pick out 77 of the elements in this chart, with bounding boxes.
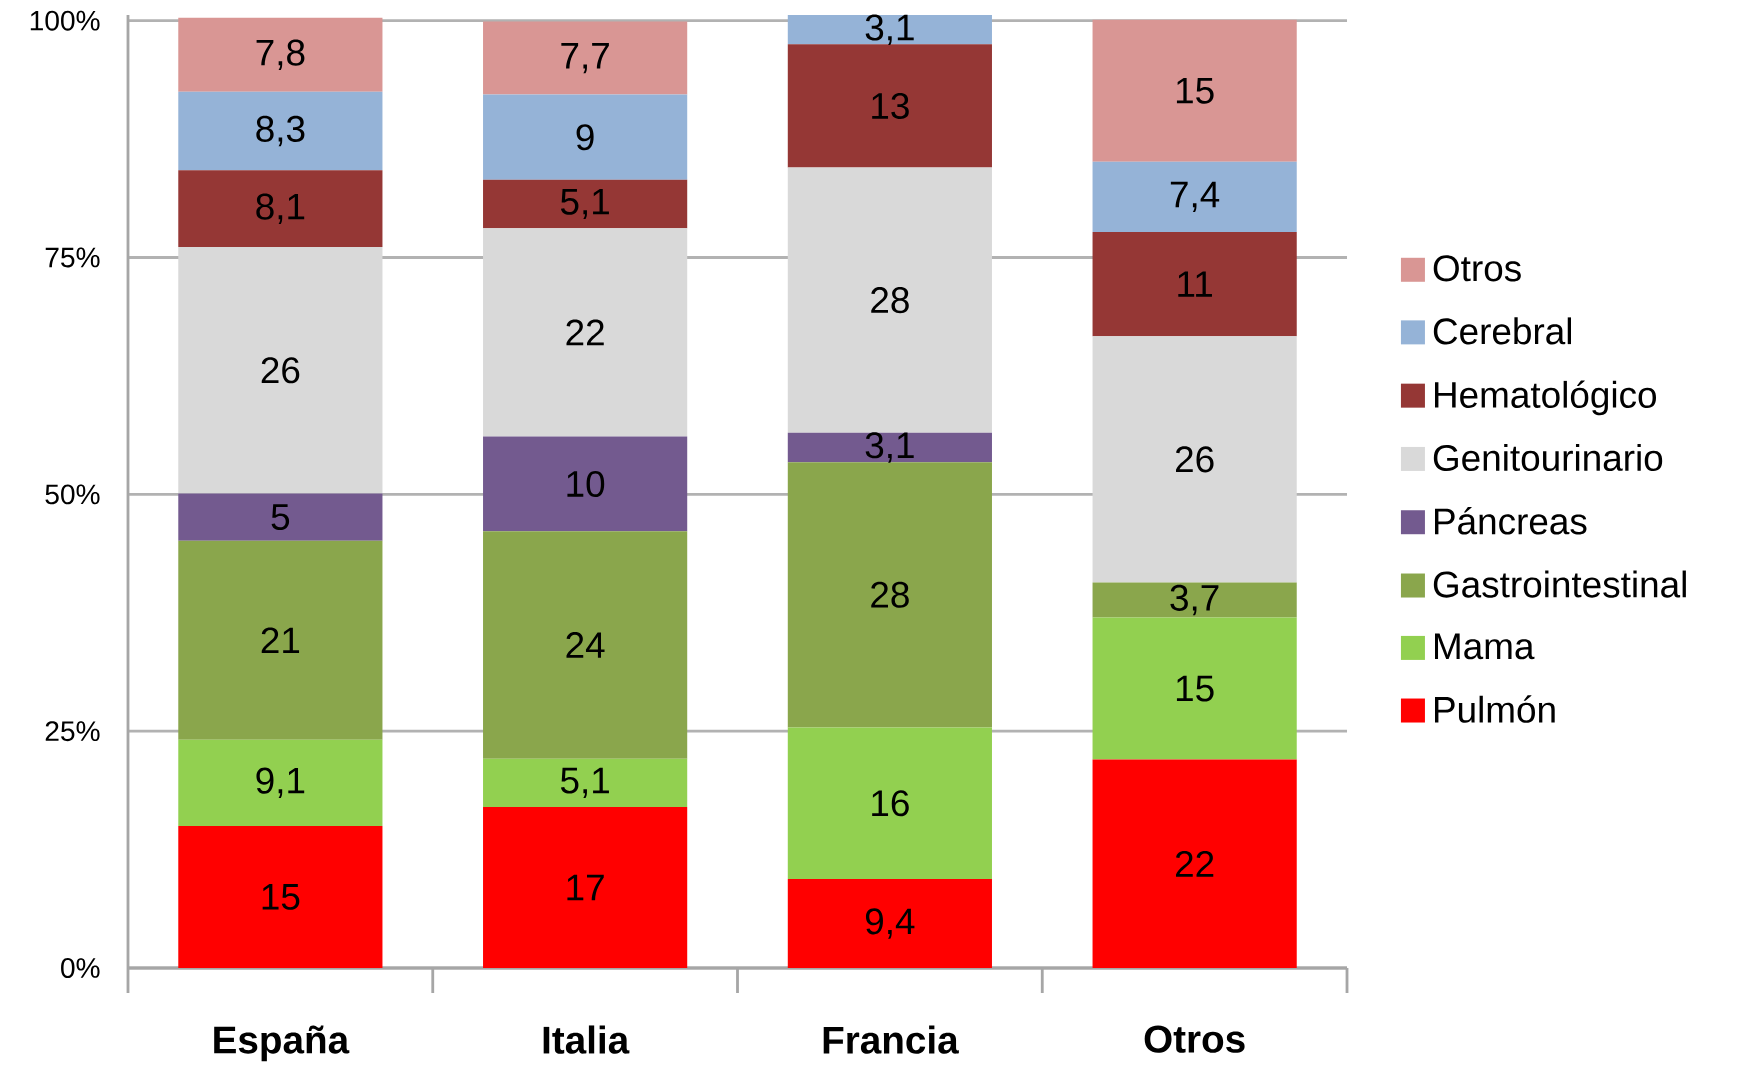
bar (787, 432, 992, 463)
bar (1092, 617, 1297, 760)
bar (787, 462, 992, 728)
data-label: 22 (566, 319, 604, 346)
legend-label: Pulmón (1435, 695, 1555, 723)
legend-label: Mama (1435, 633, 1535, 660)
data-label: 7,4 (1170, 181, 1220, 212)
y-tick-label: 0% (61, 958, 100, 978)
bar (1092, 336, 1297, 583)
bar (787, 167, 992, 433)
data-label: 26 (261, 357, 300, 384)
data-label: 15 (262, 884, 300, 910)
data-label: 16 (872, 790, 909, 817)
bar (178, 540, 383, 740)
data-label: 5 (271, 504, 290, 530)
bar (1092, 582, 1297, 618)
data-label: 21 (261, 627, 300, 654)
data-label: 3,7 (1170, 584, 1219, 616)
bar (483, 228, 688, 437)
legend-label: Hematológico (1435, 380, 1657, 416)
y-tick-label: 75% (45, 247, 100, 268)
data-label: 10 (567, 470, 605, 498)
bar (787, 878, 992, 969)
data-label: 13 (872, 92, 909, 120)
data-label: 7,8 (256, 39, 305, 71)
y-tick-label: 100% (30, 10, 100, 31)
bar (787, 727, 992, 879)
data-label: 9 (576, 124, 594, 151)
y-tick-label: 25% (45, 721, 100, 742)
data-label: 5,1 (560, 188, 609, 220)
bar (1092, 161, 1297, 232)
bar (483, 531, 688, 759)
x-tick-label: España (214, 1025, 350, 1062)
bar (483, 179, 688, 229)
legend-label: Otros (1433, 255, 1521, 282)
data-label: 15 (1176, 77, 1214, 104)
legend-label: Páncreas (1435, 507, 1587, 535)
bar (178, 17, 383, 92)
data-label: 7,7 (561, 43, 609, 74)
data-label: 11 (1178, 271, 1212, 297)
x-tick-label: Francia (823, 1025, 959, 1054)
data-label: 28 (871, 581, 909, 608)
bar (178, 247, 383, 494)
bar (483, 21, 688, 95)
bar (787, 14, 992, 45)
bar (787, 44, 992, 168)
bar (483, 436, 688, 532)
legend-label: Cerebral (1433, 317, 1571, 345)
data-label: 9,4 (865, 908, 915, 939)
data-label: 24 (566, 632, 605, 658)
bar (1092, 231, 1297, 337)
data-label: 26 (1176, 446, 1214, 473)
y-tick-label: 50% (45, 484, 100, 505)
bar (178, 91, 383, 171)
data-label: 5,1 (560, 767, 609, 798)
data-label: 28 (871, 287, 909, 314)
bar (178, 825, 383, 969)
bar (483, 94, 688, 180)
bar (178, 493, 383, 541)
bar (483, 806, 688, 969)
data-label: 9,1 (256, 767, 305, 799)
data-label: 17 (567, 874, 604, 901)
data-label: 3,1 (865, 432, 914, 463)
data-label: 8,3 (256, 115, 305, 147)
legend-label: Gastrointestinal (1433, 570, 1686, 598)
bar (178, 170, 383, 248)
bar (483, 758, 688, 807)
bar (1092, 759, 1297, 969)
x-tick-label: Italia (543, 1025, 630, 1054)
data-label: 15 (1176, 675, 1214, 702)
data-label: 3,1 (865, 14, 914, 45)
bar (1092, 19, 1297, 162)
bar (178, 739, 383, 826)
data-label: 8,1 (256, 193, 305, 224)
legend-label: Genitourinario (1433, 443, 1663, 472)
x-tick-label: Otros (1144, 1025, 1245, 1053)
data-label: 22 (1176, 850, 1214, 877)
